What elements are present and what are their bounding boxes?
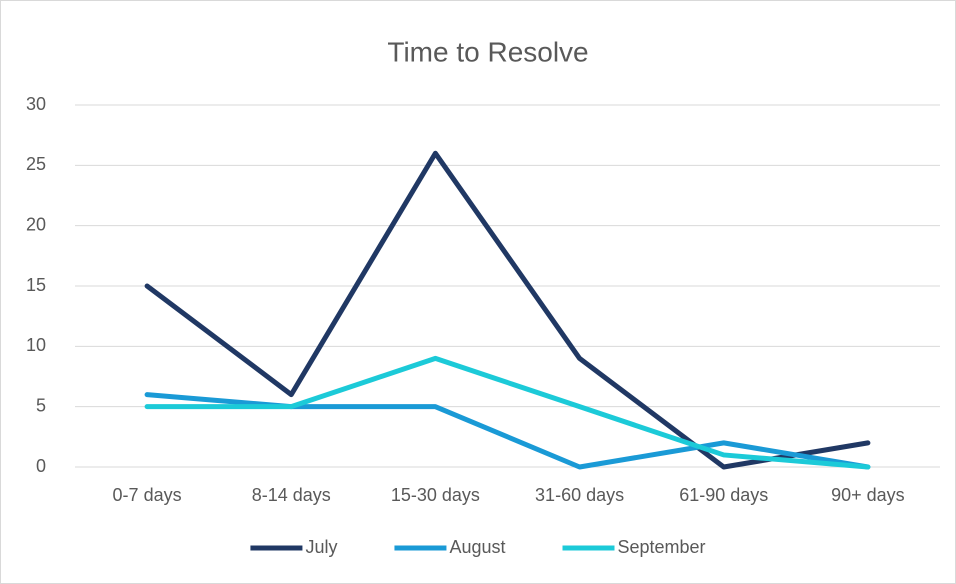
data-line (144, 150, 871, 470)
x-tick-label: 8-14 days (252, 485, 331, 505)
y-tick-label: 20 (26, 214, 46, 234)
y-tick-label: 25 (26, 154, 46, 174)
legend-label: July (305, 537, 337, 557)
x-tick-label: 90+ days (831, 485, 905, 505)
y-tick-label: 30 (26, 94, 46, 114)
data-line (144, 355, 871, 470)
y-tick-label: 10 (26, 335, 46, 355)
legend-label: August (449, 537, 505, 557)
y-tick-label: 0 (36, 456, 46, 476)
x-tick-label: 61-90 days (679, 485, 768, 505)
x-tick-label: 0-7 days (113, 485, 182, 505)
y-tick-label: 5 (36, 395, 46, 415)
legend-label: September (618, 537, 706, 557)
x-tick-label: 31-60 days (535, 485, 624, 505)
x-tick-label: 15-30 days (391, 485, 480, 505)
chart-title: Time to Resolve (387, 36, 588, 67)
y-tick-label: 15 (26, 275, 46, 295)
